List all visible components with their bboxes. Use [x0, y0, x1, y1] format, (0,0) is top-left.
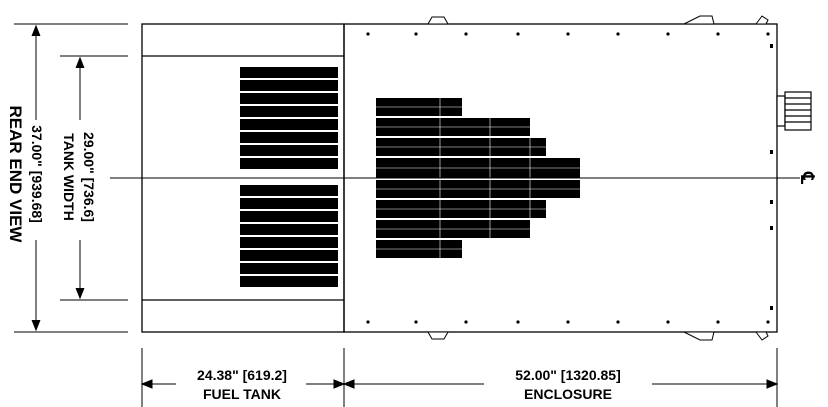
fuel-tank-louvers-upper — [240, 67, 338, 169]
fuel-tank-dimension — [140, 379, 346, 389]
enclosure-value: 52.00" [1320.85] — [515, 367, 621, 383]
fuel-tank-louvers-lower — [240, 185, 338, 287]
overall-height-label: 37.00" [939.68] — [29, 125, 45, 223]
view-title: REAR END VIEW — [6, 106, 25, 244]
enclosure-dimension — [342, 379, 779, 389]
fuel-tank-value: 24.38" [619.2] — [197, 367, 287, 383]
enclosure-side-marks — [770, 44, 773, 310]
enclosure-rivets-bottom — [366, 320, 770, 324]
lifting-lugs-top — [427, 15, 769, 25]
louver-separators — [240, 78, 338, 276]
overall-height-dimension — [14, 23, 128, 333]
enclosure-rivets-top — [366, 32, 770, 36]
tank-width-dimension — [60, 55, 128, 301]
bottom-extension-lines — [141, 348, 778, 407]
tank-width-value: 29.00" [736.6] — [81, 132, 97, 222]
fuel-tank-label: FUEL TANK — [203, 386, 281, 402]
enclosure-label: ENCLOSURE — [524, 386, 612, 402]
exhaust-stack — [776, 91, 812, 131]
tank-width-label: TANK WIDTH — [61, 133, 77, 221]
centerline-symbol: ℄ — [797, 171, 817, 184]
lifting-lugs-bottom — [427, 331, 769, 341]
